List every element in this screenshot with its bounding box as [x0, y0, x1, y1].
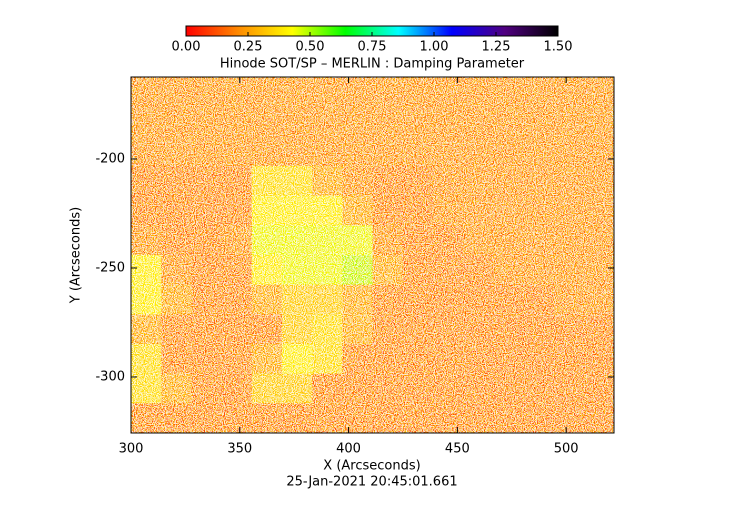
- colorbar-tick-label: 0.50: [296, 40, 325, 55]
- colorbar-tick-label: 0.25: [234, 40, 263, 55]
- chart-title: Hinode SOT/SP – MERLIN : Damping Paramet…: [220, 57, 525, 72]
- colorbar-tick-label: 0.00: [172, 40, 201, 55]
- x-tick-label: 400: [336, 442, 361, 457]
- x-axis-label: X (Arcseconds): [323, 459, 420, 474]
- x-tick-label: 300: [119, 442, 144, 457]
- y-tick-label: -300: [95, 369, 125, 384]
- y-axis-label: Y (Arcseconds): [69, 207, 84, 304]
- colorbar-tick-label: 1.50: [544, 40, 573, 55]
- axes-frame: [130, 76, 615, 434]
- footer: 25-Jan-2021 20:45:01.661: [286, 475, 457, 490]
- x-tick-label: 450: [445, 442, 470, 457]
- colorbar-tick-label: 1.00: [420, 40, 449, 55]
- y-tick-label: -200: [95, 151, 125, 166]
- colorbar-tick-label: 0.75: [358, 40, 387, 55]
- x-tick-label: 500: [554, 442, 579, 457]
- texture: [131, 77, 614, 433]
- x-tick-label: 350: [227, 442, 252, 457]
- colorbar-tick-label: 1.25: [482, 40, 511, 55]
- y-tick-label: -250: [95, 260, 125, 275]
